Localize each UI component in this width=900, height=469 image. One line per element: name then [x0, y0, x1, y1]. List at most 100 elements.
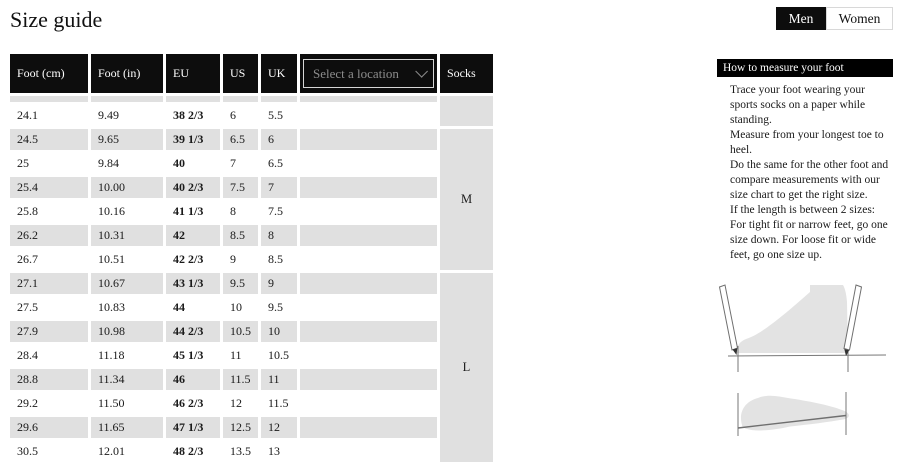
measure-line — [737, 414, 847, 429]
table-row — [10, 96, 493, 126]
cell-eu: 40 2/3 — [166, 177, 220, 198]
size-table: Foot (cm) Foot (in) EU US UK Select a lo… — [7, 51, 496, 465]
cell-foot-cm: 24.1 — [10, 105, 88, 126]
cell-foot-cm: 28.4 — [10, 345, 88, 366]
cell-foot-cm: 30.5 — [10, 441, 88, 462]
cell-foot-cm — [10, 96, 88, 102]
cell-eu: 45 1/3 — [166, 345, 220, 366]
table-row: 25 9.84 40 7 6.5 — [10, 153, 493, 174]
cell-foot-cm: 26.7 — [10, 249, 88, 270]
cell-loc — [300, 369, 437, 390]
table-row: 26.7 10.51 42 2/3 9 8.5 — [10, 249, 493, 270]
header-us: US — [223, 54, 258, 93]
cell-loc — [300, 201, 437, 222]
cell-loc — [300, 249, 437, 270]
instruction-paragraph: For tight fit or narrow feet, go one siz… — [730, 219, 888, 261]
cell-foot-in: 10.67 — [91, 273, 163, 294]
cell-foot-cm: 24.5 — [10, 129, 88, 150]
cell-loc — [300, 417, 437, 438]
cell-us: 8 — [223, 201, 258, 222]
cell-foot-in: 10.51 — [91, 249, 163, 270]
cell-foot-in: 11.34 — [91, 369, 163, 390]
socks-group-cell: L — [440, 273, 493, 462]
cell-eu: 47 1/3 — [166, 417, 220, 438]
cell-us: 11 — [223, 345, 258, 366]
foot-top-view-diagram — [737, 392, 849, 436]
instruction-paragraph: Do the same for the other foot and compa… — [730, 159, 889, 201]
cell-foot-in: 10.98 — [91, 321, 163, 342]
cell-eu: 42 2/3 — [166, 249, 220, 270]
header-socks: Socks — [440, 54, 493, 93]
cell-us: 8.5 — [223, 225, 258, 246]
cell-foot-cm: 27.1 — [10, 273, 88, 294]
cell-foot-in: 11.65 — [91, 417, 163, 438]
cell-foot-in: 9.65 — [91, 129, 163, 150]
page-title: Size guide — [10, 7, 103, 32]
footprint-silhouette — [740, 395, 849, 431]
cell-uk — [261, 96, 297, 102]
cell-eu — [166, 96, 220, 102]
cell-us: 7 — [223, 153, 258, 174]
cell-eu: 43 1/3 — [166, 273, 220, 294]
cell-us: 6.5 — [223, 129, 258, 150]
cell-foot-cm: 26.2 — [10, 225, 88, 246]
cell-uk: 10 — [261, 321, 297, 342]
cell-eu: 39 1/3 — [166, 129, 220, 150]
table-row: 28.8 11.34 46 11.5 11 — [10, 369, 493, 390]
cell-uk: 10.5 — [261, 345, 297, 366]
cell-loc — [300, 273, 437, 294]
cell-loc — [300, 153, 437, 174]
cell-uk: 7 — [261, 177, 297, 198]
cell-loc — [300, 225, 437, 246]
table-row: 27.5 10.83 44 10 9.5 — [10, 297, 493, 318]
cell-us: 12.5 — [223, 417, 258, 438]
socks-group-cell — [440, 96, 493, 126]
cell-uk: 6 — [261, 129, 297, 150]
cell-foot-in: 10.16 — [91, 201, 163, 222]
header-foot-cm: Foot (cm) — [10, 54, 88, 93]
cell-foot-in: 11.18 — [91, 345, 163, 366]
header-location: Select a location — [300, 54, 437, 93]
cell-foot-cm: 28.8 — [10, 369, 88, 390]
chevron-down-icon — [415, 65, 428, 78]
instructions-title: How to measure your foot — [717, 59, 893, 77]
table-row: 25.8 10.16 41 1/3 8 7.5 — [10, 201, 493, 222]
table-row: 26.2 10.31 42 8.5 8 — [10, 225, 493, 246]
cell-foot-cm: 25.4 — [10, 177, 88, 198]
cell-uk: 8 — [261, 225, 297, 246]
cell-eu: 44 2/3 — [166, 321, 220, 342]
cell-foot-in: 10.00 — [91, 177, 163, 198]
cell-us: 11.5 — [223, 369, 258, 390]
cell-us — [223, 96, 258, 102]
men-tab[interactable]: Men — [776, 7, 826, 30]
cell-uk: 13 — [261, 441, 297, 462]
table-row: 29.2 11.50 46 2/3 12 11.5 — [10, 393, 493, 414]
location-select-placeholder: Select a location — [313, 65, 399, 81]
cell-us: 6 — [223, 105, 258, 126]
header-eu: EU — [166, 54, 220, 93]
baseline — [727, 354, 887, 357]
cell-uk: 12 — [261, 417, 297, 438]
cell-eu: 46 2/3 — [166, 393, 220, 414]
gender-toggle: Men Women — [776, 7, 893, 30]
cell-foot-cm: 27.9 — [10, 321, 88, 342]
cell-uk: 7.5 — [261, 201, 297, 222]
table-row: 28.4 11.18 45 1/3 11 10.5 — [10, 345, 493, 366]
cell-uk: 11.5 — [261, 393, 297, 414]
cell-foot-in: 9.84 — [91, 153, 163, 174]
cell-loc — [300, 105, 437, 126]
table-row: 27.1 10.67 43 1/3 9.5 9 L — [10, 273, 493, 462]
cell-foot-cm: 25.8 — [10, 201, 88, 222]
table-row: 29.6 11.65 47 1/3 12.5 12 — [10, 417, 493, 438]
table-row: 24.5 9.65 39 1/3 6.5 6 M — [10, 129, 493, 270]
location-select[interactable]: Select a location — [303, 59, 434, 88]
cell-us: 10 — [223, 297, 258, 318]
cell-uk: 11 — [261, 369, 297, 390]
cell-us: 9.5 — [223, 273, 258, 294]
cell-loc — [300, 393, 437, 414]
women-tab[interactable]: Women — [826, 7, 893, 30]
foot-measure-diagrams — [718, 284, 887, 436]
cell-foot-in — [91, 96, 163, 102]
pencil-left-tip — [732, 348, 738, 355]
